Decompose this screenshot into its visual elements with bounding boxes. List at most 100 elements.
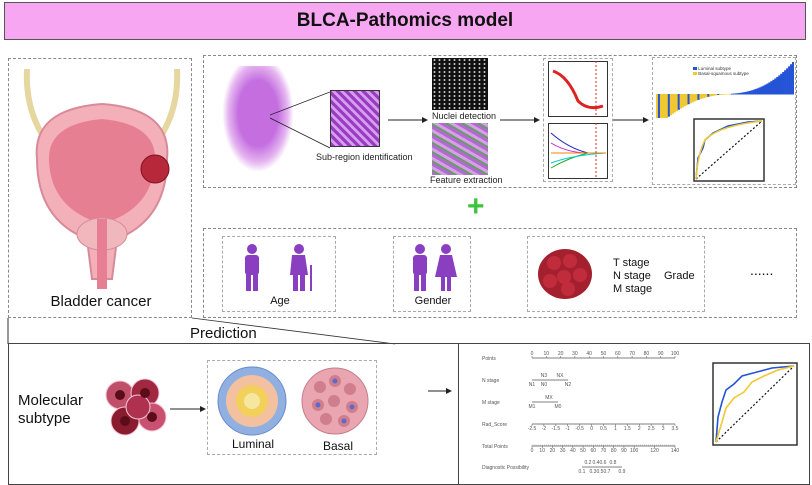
total-points-axis-tick-label: 100 bbox=[630, 448, 639, 454]
waterfall-bar bbox=[786, 68, 789, 95]
roc-curve-bottom bbox=[712, 362, 798, 446]
waterfall-bar bbox=[734, 93, 738, 95]
waterfall-bar bbox=[725, 93, 728, 95]
waterfall-bar bbox=[683, 94, 686, 107]
waterfall-bar bbox=[689, 94, 692, 104]
rad-score-axis-tick-label: -0.5 bbox=[575, 426, 584, 432]
waterfall-bar bbox=[792, 62, 794, 95]
clinical-features-panel bbox=[203, 228, 797, 318]
total-points-axis-tick-label: 80 bbox=[611, 448, 617, 454]
diag-bottom-label: 0.3 bbox=[590, 469, 597, 475]
rad-score-axis-tick-label: 1 bbox=[614, 426, 617, 432]
total-points-axis-tick-label: 40 bbox=[570, 448, 576, 454]
nomogram-row-label: Rad_Score bbox=[482, 422, 507, 428]
m-stage-bottom-label: M0 bbox=[555, 404, 562, 410]
waterfall-bar bbox=[762, 85, 765, 95]
nomogram-row-label: Points bbox=[482, 356, 496, 362]
nuclei-detection-label: Nuclei detection bbox=[432, 111, 497, 121]
waterfall-bar bbox=[723, 94, 726, 95]
waterfall-bar bbox=[746, 91, 749, 95]
total-points-axis-tick-label: 50 bbox=[580, 448, 586, 454]
waterfall-bar bbox=[705, 94, 708, 98]
diag-top-label: 0.2 bbox=[585, 460, 592, 466]
nomogram-row-label: Diagnostic Possibility bbox=[482, 465, 529, 471]
waterfall-legend: Luminal subtype Basal-squamous subtype bbox=[693, 66, 749, 76]
connector-lines bbox=[7, 317, 396, 345]
waterfall-bar bbox=[687, 94, 690, 105]
basal-cell-icon bbox=[301, 367, 369, 435]
waterfall-bar bbox=[788, 66, 791, 95]
grade-label: Grade bbox=[664, 270, 695, 282]
waterfall-bar bbox=[721, 94, 724, 95]
total-points-axis-tick-label: 140 bbox=[671, 448, 680, 454]
bladder-illustration bbox=[23, 69, 181, 289]
subtype-box: Luminal Basal bbox=[207, 360, 377, 455]
cv-error-plot bbox=[548, 61, 608, 117]
points-axis-tick-label: 90 bbox=[658, 351, 664, 357]
waterfall-bar bbox=[657, 94, 661, 118]
total-points-axis-tick-label: 90 bbox=[621, 448, 627, 454]
lasso-path-plot bbox=[548, 123, 608, 179]
diag-top-label: 0.8 bbox=[610, 460, 617, 466]
molecular-subtype-label: Molecular subtype bbox=[18, 392, 84, 427]
total-points-axis-tick-label: 120 bbox=[650, 448, 659, 454]
waterfall-bar bbox=[719, 94, 722, 95]
waterfall-bar bbox=[764, 84, 767, 95]
points-axis-tick-label: 70 bbox=[629, 351, 635, 357]
n-stage-label: N stage bbox=[613, 270, 651, 282]
bladder-panel: Bladder cancer bbox=[8, 58, 192, 318]
waterfall-bar bbox=[750, 90, 753, 95]
gender-couple-icon bbox=[413, 244, 457, 291]
waterfall-bar bbox=[758, 87, 761, 95]
rad-score-axis-tick-label: 2 bbox=[638, 426, 641, 432]
waterfall-bar bbox=[784, 70, 787, 95]
age-people-icon bbox=[245, 244, 312, 291]
feature-extraction-label: Feature extraction bbox=[430, 175, 503, 185]
basal-label: Basal bbox=[322, 439, 354, 453]
waterfall-bar bbox=[736, 93, 740, 95]
total-points-axis-tick-label: 70 bbox=[601, 448, 607, 454]
total-points-axis-tick-label: 10 bbox=[539, 448, 545, 454]
total-points-axis-tick-label: 20 bbox=[550, 448, 556, 454]
n-stage-top-label: NX bbox=[557, 373, 565, 379]
rad-score-axis-tick-label: 0.5 bbox=[600, 426, 607, 432]
waterfall-bar bbox=[740, 92, 744, 95]
rad-score-axis-tick-label: -2 bbox=[542, 426, 547, 432]
feature-extraction-image bbox=[432, 123, 488, 175]
rad-score-axis-tick-label: 1.5 bbox=[624, 426, 631, 432]
waterfall-bar bbox=[695, 94, 698, 101]
tumor-stage-box: T stage N stage M stage Grade bbox=[527, 236, 705, 312]
waterfall-bar bbox=[703, 94, 706, 98]
waterfall-bar bbox=[701, 94, 704, 99]
nomogram: Points N stage M stage Rad_Score Total Point… bbox=[482, 351, 680, 475]
tumor-cells-icon bbox=[105, 378, 167, 436]
waterfall-bar bbox=[717, 94, 720, 96]
m-stage-bottom-label: M1 bbox=[529, 404, 536, 410]
waterfall-bar bbox=[691, 94, 694, 103]
n-stage-bottom-label: N1 bbox=[529, 382, 536, 388]
waterfall-bar bbox=[659, 94, 663, 118]
more-ellipsis: ...... bbox=[750, 262, 774, 278]
points-axis-tick-label: 50 bbox=[601, 351, 607, 357]
points-axis-tick-label: 10 bbox=[544, 351, 550, 357]
waterfall-bar bbox=[715, 94, 718, 96]
waterfall-bar bbox=[738, 92, 742, 95]
nuclei-detection-image bbox=[432, 58, 488, 110]
diag-bottom-label: 0.7 bbox=[604, 469, 611, 475]
waterfall-bar bbox=[726, 93, 730, 95]
waterfall-bar bbox=[675, 94, 678, 112]
waterfall-bar bbox=[693, 94, 696, 102]
page-title: BLCA-Pathomics model bbox=[4, 2, 806, 40]
waterfall-bar bbox=[667, 94, 671, 117]
total-points-axis-tick-label: 30 bbox=[560, 448, 566, 454]
subregion-patch bbox=[330, 90, 380, 147]
waterfall-bar bbox=[780, 73, 783, 95]
diag-bottom-label: 0.9 bbox=[619, 469, 626, 475]
arrow-icon bbox=[170, 406, 206, 412]
waterfall-bar bbox=[774, 78, 777, 95]
waterfall-bar bbox=[730, 93, 734, 95]
legend-basal-text: Basal-squamous subtype bbox=[698, 71, 749, 76]
n-stage-bottom-label: N2 bbox=[565, 382, 572, 388]
legend-luminal-text: Luminal subtype bbox=[698, 66, 732, 71]
legend-luminal: Luminal subtype bbox=[693, 66, 749, 71]
